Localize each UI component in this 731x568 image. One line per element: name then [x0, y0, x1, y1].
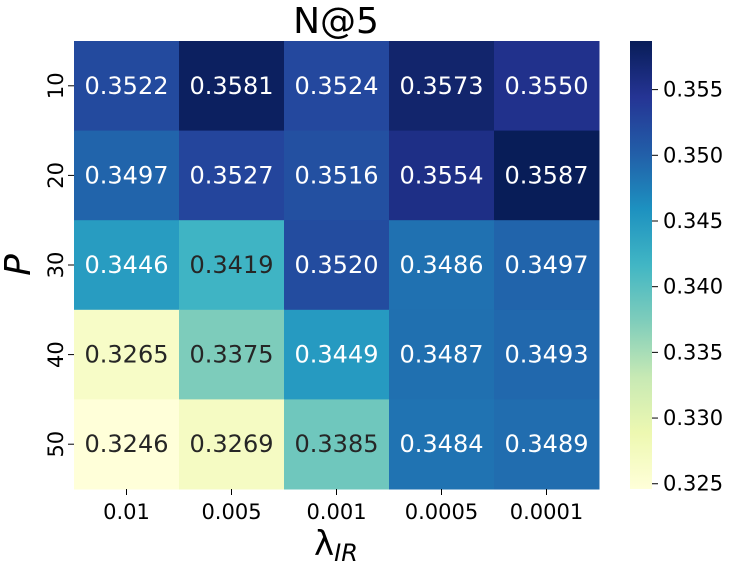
- heatmap-cell-value: 0.3375: [190, 341, 274, 369]
- colorbar: [630, 41, 652, 489]
- heatmap-cell: [74, 130, 180, 221]
- y-axis-label: P: [0, 254, 39, 276]
- colorbar-tick-label: 0.325: [663, 472, 723, 496]
- heatmap-cell-value: 0.3581: [190, 72, 274, 100]
- heatmap-cell-value: 0.3493: [505, 341, 589, 369]
- heatmap-cell: [179, 41, 285, 132]
- heatmap-cell-value: 0.3497: [505, 251, 589, 279]
- y-tick-label: 10: [44, 72, 68, 99]
- chart-title: N@5: [293, 1, 379, 42]
- x-tick-label: 0.0001: [510, 500, 583, 524]
- heatmap-cell-value: 0.3269: [190, 430, 274, 458]
- colorbar-tick-label: 0.330: [663, 406, 723, 430]
- heatmap-cell: [284, 220, 390, 311]
- heatmap-cell: [179, 220, 285, 311]
- colorbar-tick-label: 0.335: [663, 340, 723, 364]
- heatmap-cell: [389, 41, 495, 132]
- heatmap-cell: [389, 309, 495, 400]
- heatmap-cell-value: 0.3265: [85, 341, 169, 369]
- colorbar-ticks: 0.325 0.330 0.335 0.340 0.345 0.350 0.355: [652, 78, 723, 496]
- heatmap-cell: [389, 399, 495, 490]
- heatmap-cell-value: 0.3554: [400, 161, 484, 189]
- heatmap-cell: [389, 130, 495, 221]
- y-tick-label: 20: [44, 162, 68, 189]
- x-axis-label-subscript: IR: [334, 539, 358, 567]
- colorbar-tick-label: 0.350: [663, 143, 723, 167]
- heatmap-value-labels: 0.3522 0.3581 0.3524 0.3573 0.3550 0.3497 0.35…: [85, 72, 589, 458]
- x-tick-label: 0.01: [103, 500, 150, 524]
- heatmap-cell: [494, 399, 600, 490]
- heatmap-cell: [284, 399, 390, 490]
- colorbar-tick-label: 0.340: [663, 275, 723, 299]
- y-axis-ticks: 10 20 30 40 50: [44, 72, 74, 458]
- x-tick-label: 0.0005: [405, 500, 478, 524]
- heatmap-cell: [494, 130, 600, 221]
- heatmap-cell-value: 0.3520: [295, 251, 379, 279]
- x-axis-label-main: λ: [314, 524, 334, 564]
- heatmap-cell-value: 0.3246: [85, 430, 169, 458]
- heatmap-cell: [74, 220, 180, 311]
- heatmap-cell: [179, 130, 285, 221]
- colorbar-tick-label: 0.345: [663, 209, 723, 233]
- x-tick-label: 0.005: [201, 500, 261, 524]
- heatmap-cell: [284, 309, 390, 400]
- colorbar-tick-label: 0.355: [663, 78, 723, 102]
- heatmap-cell-value: 0.3497: [85, 161, 169, 189]
- y-tick-label: 50: [44, 431, 68, 458]
- heatmap-cells: [74, 41, 600, 490]
- heatmap-cell-value: 0.3486: [400, 251, 484, 279]
- x-axis-label: λIR: [314, 524, 358, 567]
- heatmap-cell-value: 0.3587: [505, 161, 589, 189]
- y-tick-label: 40: [44, 341, 68, 368]
- heatmap-cell-value: 0.3524: [295, 72, 379, 100]
- heatmap-cell: [494, 41, 600, 132]
- heatmap-cell: [284, 41, 390, 132]
- heatmap-cell: [494, 309, 600, 400]
- heatmap-cell-value: 0.3487: [400, 341, 484, 369]
- heatmap-cell-value: 0.3550: [505, 72, 589, 100]
- heatmap-cell-value: 0.3522: [85, 72, 169, 100]
- heatmap-cell-value: 0.3419: [190, 251, 274, 279]
- x-tick-label: 0.001: [306, 500, 366, 524]
- heatmap-cell-value: 0.3516: [295, 161, 379, 189]
- heatmap-cell-value: 0.3573: [400, 72, 484, 100]
- x-axis-ticks: 0.01 0.005 0.001 0.0005 0.0001: [103, 489, 583, 524]
- heatmap-cell: [74, 399, 180, 490]
- heatmap-cell: [494, 220, 600, 311]
- heatmap-cell: [389, 220, 495, 311]
- heatmap-cell: [74, 309, 180, 400]
- heatmap-cell-value: 0.3489: [505, 430, 589, 458]
- heatmap-cell: [74, 41, 180, 132]
- heatmap-cell-value: 0.3484: [400, 430, 484, 458]
- heatmap-cell: [284, 130, 390, 221]
- heatmap-cell-value: 0.3446: [85, 251, 169, 279]
- heatmap-cell-value: 0.3527: [190, 161, 274, 189]
- y-tick-label: 30: [44, 252, 68, 279]
- heatmap-cell-value: 0.3385: [295, 430, 379, 458]
- heatmap-cell: [179, 309, 285, 400]
- heatmap-cell: [179, 399, 285, 490]
- heatmap-cell-value: 0.3449: [295, 341, 379, 369]
